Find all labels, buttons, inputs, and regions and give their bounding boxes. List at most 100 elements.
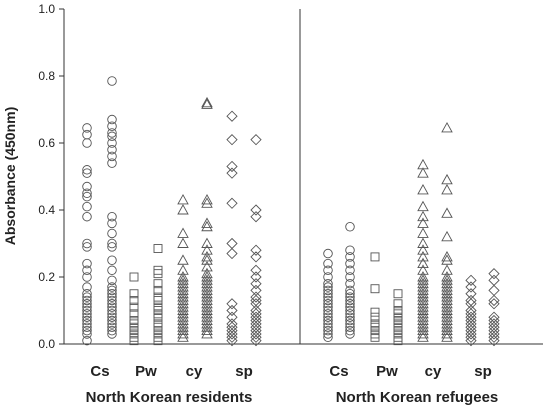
- data-point-square: [370, 332, 380, 342]
- data-point-circle: [82, 329, 92, 339]
- data-point-triangle: [417, 274, 429, 285]
- data-point-circle: [107, 319, 117, 329]
- data-point-diamond: [250, 308, 262, 320]
- data-point-diamond: [488, 284, 500, 297]
- data-point-square: [129, 289, 139, 299]
- data-point-diamond: [250, 304, 262, 317]
- data-point-triangle: [441, 331, 453, 342]
- category-label: Cs: [329, 363, 348, 380]
- data-point-circle: [82, 335, 92, 346]
- data-point-triangle: [417, 317, 429, 329]
- data-point-triangle: [441, 277, 453, 289]
- data-point-triangle: [177, 311, 189, 322]
- data-point-circle: [345, 315, 355, 326]
- data-point-triangle: [417, 307, 429, 319]
- data-point-circle: [323, 282, 333, 292]
- data-point-circle: [82, 168, 92, 178]
- data-point-square: [153, 269, 163, 279]
- data-point-circle: [107, 131, 117, 142]
- data-point-triangle: [201, 287, 213, 299]
- group-label: North Korean residents: [86, 389, 253, 406]
- data-point-circle: [82, 302, 92, 312]
- data-point-triangle: [201, 297, 213, 309]
- data-point-circle: [82, 188, 92, 198]
- data-point-triangle: [201, 250, 213, 262]
- data-point-triangle: [177, 297, 189, 309]
- data-point-diamond: [465, 335, 477, 347]
- data-point-circle: [345, 258, 355, 269]
- data-point-triangle: [441, 328, 453, 339]
- data-point-diamond: [488, 294, 500, 307]
- data-point-triangle: [177, 301, 189, 312]
- data-point-triangle: [441, 250, 453, 262]
- data-point-circle: [323, 248, 333, 259]
- data-point-diamond: [250, 271, 262, 283]
- data-point-diamond: [226, 318, 238, 330]
- data-point-circle: [82, 292, 92, 302]
- category-label: sp: [235, 363, 253, 380]
- data-point-circle: [345, 221, 355, 232]
- data-point-triangle: [201, 294, 213, 305]
- data-point-circle: [82, 319, 92, 329]
- data-point-circle: [107, 302, 117, 312]
- data-point-triangle: [177, 307, 189, 319]
- data-point-diamond: [226, 247, 238, 260]
- data-point-triangle: [417, 183, 429, 195]
- data-point-diamond: [226, 304, 238, 317]
- data-point-diamond: [250, 318, 262, 330]
- data-point-triangle: [417, 284, 429, 295]
- data-point-triangle: [177, 321, 189, 332]
- data-point-triangle: [201, 254, 213, 265]
- data-point-triangle: [417, 271, 429, 282]
- data-point-circle: [345, 305, 355, 316]
- data-point-triangle: [441, 264, 453, 275]
- data-point-circle: [345, 319, 355, 329]
- data-point-circle: [323, 292, 333, 302]
- data-point-triangle: [177, 204, 189, 215]
- category-labels: Cs Pw cy sp North Korean residents Cs Pw cy sp No…: [86, 363, 499, 406]
- data-point-circle: [82, 191, 92, 202]
- data-point-diamond: [488, 331, 500, 343]
- data-point-diamond: [250, 331, 262, 343]
- data-point-diamond: [226, 328, 238, 340]
- data-point-circle: [82, 289, 92, 299]
- data-point-circle: [323, 289, 333, 299]
- data-point-triangle: [417, 304, 429, 315]
- data-point-diamond: [465, 331, 477, 343]
- data-point-triangle: [201, 284, 213, 295]
- data-point-circle: [323, 302, 333, 312]
- data-point-circle: [82, 201, 92, 212]
- data-point-diamond: [250, 291, 262, 303]
- data-point-triangle: [177, 317, 189, 329]
- data-point-circle: [82, 181, 92, 192]
- y-tick-label: 0.0: [38, 337, 55, 351]
- data-point-diamond: [250, 294, 262, 307]
- data-point-diamond: [488, 328, 500, 340]
- category-label: cy: [425, 363, 442, 380]
- data-point-triangle: [201, 324, 213, 336]
- data-point-diamond: [250, 278, 262, 290]
- data-point-circle: [82, 258, 92, 269]
- data-point-circle: [107, 76, 117, 86]
- data-point-diamond: [465, 328, 477, 340]
- data-point-triangle: [177, 304, 189, 315]
- y-axis-label: Absorbance (450nm): [2, 107, 18, 245]
- data-point-diamond: [250, 284, 262, 297]
- data-point-circle: [323, 258, 333, 269]
- data-point-circle: [82, 322, 92, 333]
- data-point-triangle: [201, 311, 213, 322]
- data-point-circle: [107, 128, 117, 138]
- data-point-triangle: [417, 291, 429, 302]
- data-point-diamond: [488, 274, 500, 286]
- data-point-triangle: [441, 304, 453, 315]
- data-point-circle: [107, 238, 117, 249]
- data-point-diamond: [488, 314, 500, 327]
- data-point-circle: [82, 242, 92, 252]
- data-point-circle: [107, 329, 117, 339]
- data-point-triangle: [177, 254, 189, 265]
- data-point-triangle: [417, 301, 429, 312]
- data-point-diamond: [488, 321, 500, 333]
- data-point-diamond: [250, 134, 262, 146]
- data-point-circle: [345, 299, 355, 309]
- data-point-circle: [345, 322, 355, 333]
